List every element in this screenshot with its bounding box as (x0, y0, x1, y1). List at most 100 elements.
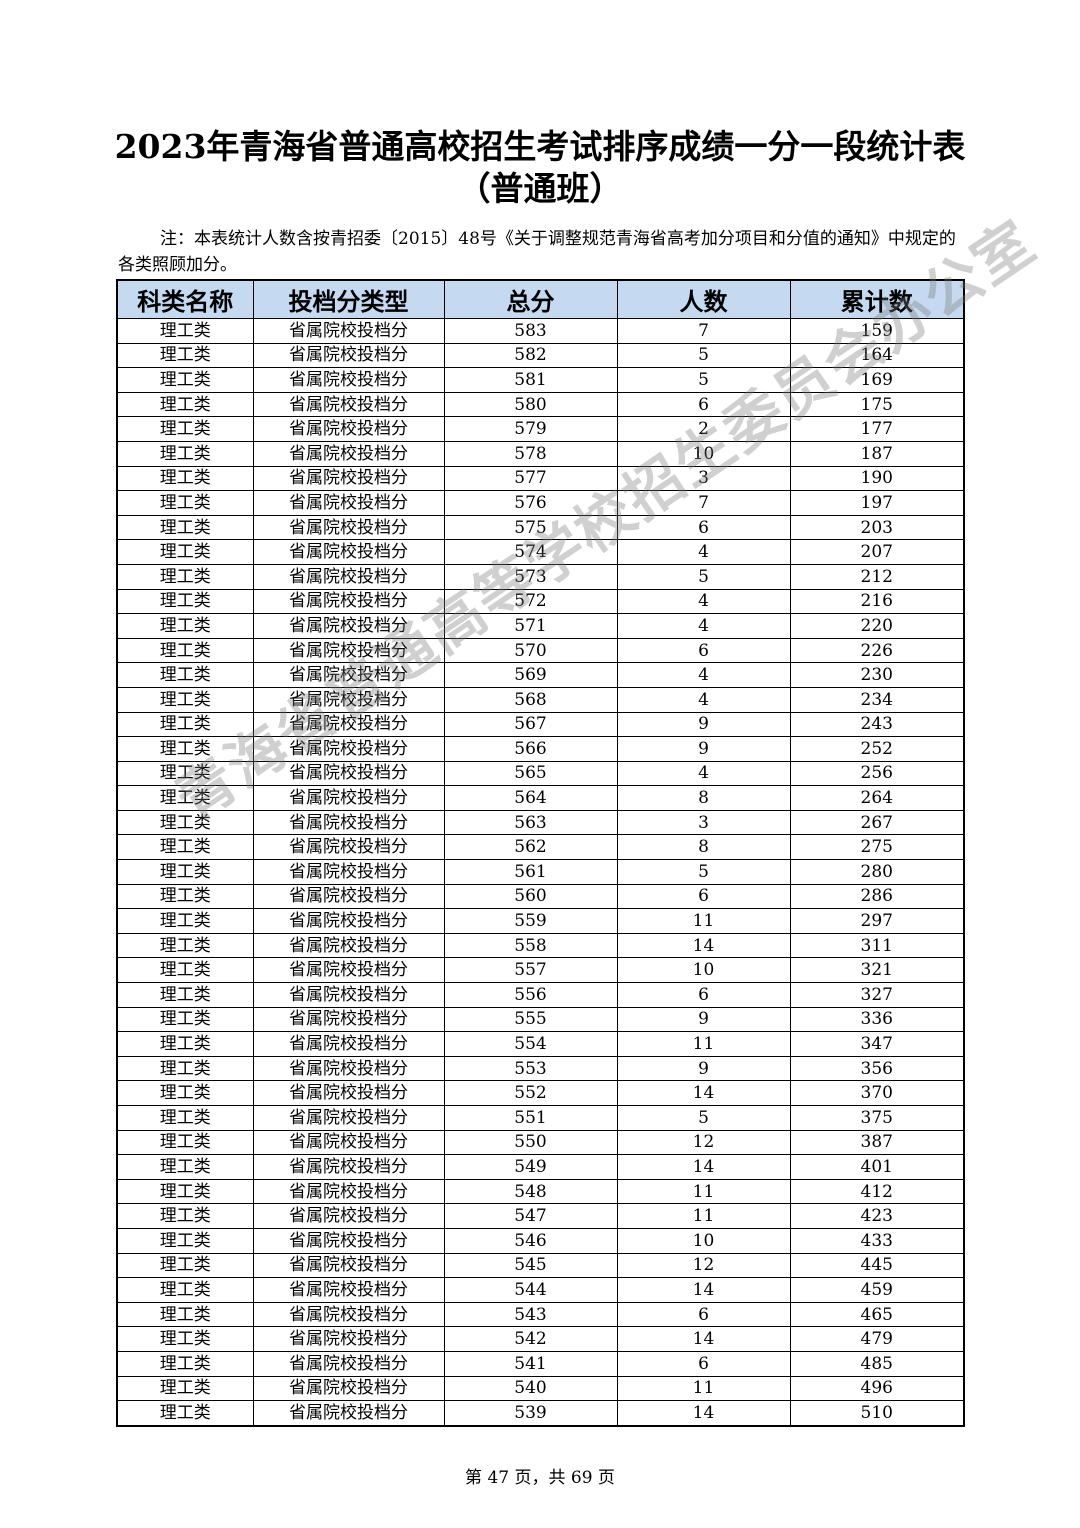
cell-score: 541 (443, 1350, 618, 1377)
table-row: 理工类 省属院校投档分 558 14 311 (116, 932, 965, 959)
table-row: 理工类 省属院校投档分 567 9 243 (116, 711, 965, 738)
table-row: 理工类 省属院校投档分 555 9 336 (116, 1006, 965, 1033)
table-row: 理工类 省属院校投档分 541 6 485 (116, 1350, 965, 1377)
cell-category: 理工类 (116, 932, 254, 959)
cell-count: 14 (616, 1080, 791, 1106)
cell-type: 省属院校投档分 (252, 883, 445, 910)
cell-cumulative: 280 (789, 859, 965, 885)
cell-cumulative: 187 (789, 440, 965, 467)
cell-type: 省属院校投档分 (252, 1227, 445, 1254)
cell-count: 4 (616, 662, 791, 688)
cell-count: 11 (616, 1203, 791, 1229)
table-row: 理工类 省属院校投档分 569 4 230 (116, 662, 965, 688)
cell-type: 省属院校投档分 (252, 1154, 445, 1180)
cell-score: 571 (443, 613, 618, 639)
cell-category: 理工类 (116, 1400, 254, 1427)
cell-cumulative: 159 (789, 318, 965, 344)
table-row: 理工类 省属院校投档分 574 4 207 (116, 539, 965, 565)
cell-count: 4 (616, 613, 791, 639)
cell-count: 8 (616, 785, 791, 811)
cell-type: 省属院校投档分 (252, 932, 445, 959)
cell-category: 理工类 (116, 391, 254, 418)
cell-cumulative: 203 (789, 514, 965, 541)
cell-type: 省属院校投档分 (252, 1055, 445, 1082)
cell-type: 省属院校投档分 (252, 588, 445, 615)
cell-count: 3 (616, 809, 791, 836)
cell-score: 539 (443, 1400, 618, 1427)
cell-score: 558 (443, 932, 618, 959)
cell-cumulative: 197 (789, 490, 965, 516)
cell-cumulative: 226 (789, 637, 965, 664)
table-row: 理工类 省属院校投档分 561 5 280 (116, 859, 965, 885)
cell-score: 549 (443, 1154, 618, 1180)
cell-count: 5 (616, 859, 791, 885)
table-row: 理工类 省属院校投档分 557 10 321 (116, 957, 965, 984)
cell-cumulative: 216 (789, 588, 965, 615)
cell-category: 理工类 (116, 834, 254, 861)
cell-type: 省属院校投档分 (252, 440, 445, 467)
cell-cumulative: 164 (789, 342, 965, 369)
cell-score: 550 (443, 1129, 618, 1156)
cell-score: 562 (443, 834, 618, 861)
cell-type: 省属院校投档分 (252, 416, 445, 442)
cell-count: 11 (616, 1031, 791, 1057)
cell-type: 省属院校投档分 (252, 736, 445, 762)
cell-type: 省属院校投档分 (252, 686, 445, 713)
cell-type: 省属院校投档分 (252, 1400, 445, 1427)
cell-type: 省属院校投档分 (252, 490, 445, 516)
cell-category: 理工类 (116, 908, 254, 934)
cell-type: 省属院校投档分 (252, 908, 445, 934)
col-type: 投档分类型 (252, 279, 445, 319)
cell-count: 6 (616, 1301, 791, 1328)
cell-category: 理工类 (116, 859, 254, 885)
note: 注：本表统计人数含按青招委〔2015〕48号《关于调整规范青海省高考加分项目和分… (118, 229, 956, 275)
cell-score: 579 (443, 416, 618, 442)
cell-score: 575 (443, 514, 618, 541)
cell-cumulative: 327 (789, 982, 965, 1008)
cell-score: 568 (443, 686, 618, 713)
cell-score: 545 (443, 1252, 618, 1279)
cell-category: 理工类 (116, 1055, 254, 1082)
cell-type: 省属院校投档分 (252, 662, 445, 688)
cell-count: 11 (616, 1375, 791, 1402)
cell-category: 理工类 (116, 1178, 254, 1205)
table-row: 理工类 省属院校投档分 539 14 510 (116, 1400, 965, 1427)
cell-cumulative: 370 (789, 1080, 965, 1106)
cell-category: 理工类 (116, 637, 254, 664)
table-row: 理工类 省属院校投档分 544 14 459 (116, 1277, 965, 1303)
cell-type: 省属院校投档分 (252, 342, 445, 369)
cell-count: 9 (616, 711, 791, 738)
cell-count: 10 (616, 1227, 791, 1254)
cell-count: 9 (616, 1006, 791, 1033)
cell-score: 554 (443, 1031, 618, 1057)
cell-count: 4 (616, 539, 791, 565)
cell-cumulative: 423 (789, 1203, 965, 1229)
cell-score: 581 (443, 367, 618, 393)
cell-count: 11 (616, 908, 791, 934)
cell-cumulative: 234 (789, 686, 965, 713)
cell-type: 省属院校投档分 (252, 318, 445, 344)
cell-category: 理工类 (116, 416, 254, 442)
cell-score: 569 (443, 662, 618, 688)
cell-count: 14 (616, 1326, 791, 1352)
cell-cumulative: 175 (789, 391, 965, 418)
cell-type: 省属院校投档分 (252, 514, 445, 541)
cell-cumulative: 465 (789, 1301, 965, 1328)
cell-category: 理工类 (116, 342, 254, 369)
cell-count: 10 (616, 957, 791, 984)
cell-cumulative: 510 (789, 1400, 965, 1427)
cell-score: 564 (443, 785, 618, 811)
cell-count: 5 (616, 1105, 791, 1131)
cell-count: 6 (616, 637, 791, 664)
cell-score: 557 (443, 957, 618, 984)
cell-score: 561 (443, 859, 618, 885)
cell-score: 543 (443, 1301, 618, 1328)
table-row: 理工类 省属院校投档分 562 8 275 (116, 834, 965, 861)
cell-cumulative: 401 (789, 1154, 965, 1180)
cell-count: 12 (616, 1129, 791, 1156)
cell-cumulative: 169 (789, 367, 965, 393)
table-row: 理工类 省属院校投档分 546 10 433 (116, 1227, 965, 1254)
cell-category: 理工类 (116, 563, 254, 590)
cell-count: 4 (616, 686, 791, 713)
cell-category: 理工类 (116, 440, 254, 467)
